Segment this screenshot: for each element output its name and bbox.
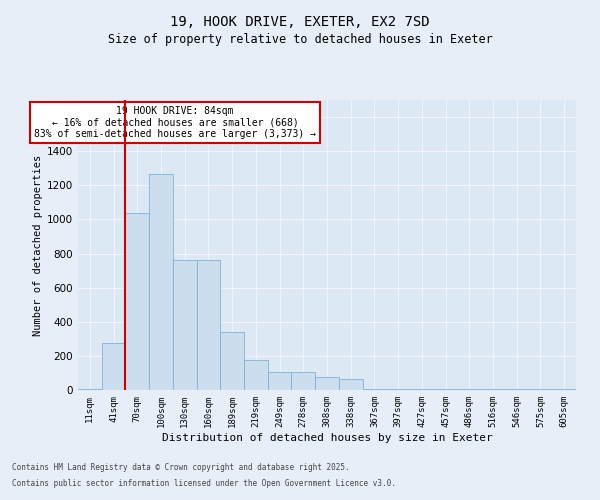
Bar [434,389,457,390]
Bar [339,379,362,390]
Bar [410,389,434,390]
Text: 19 HOOK DRIVE: 84sqm
← 16% of detached houses are smaller (668)
83% of semi-deta: 19 HOOK DRIVE: 84sqm ← 16% of detached h… [34,106,316,139]
Bar [386,389,410,390]
Bar [173,260,197,390]
Bar [268,372,292,390]
Bar [505,389,529,390]
Bar [552,389,576,390]
Text: Size of property relative to detached houses in Exeter: Size of property relative to detached ho… [107,32,493,46]
Bar [481,389,505,390]
Y-axis label: Number of detached properties: Number of detached properties [33,154,43,336]
Text: Contains public sector information licensed under the Open Government Licence v3: Contains public sector information licen… [12,478,396,488]
Bar [220,332,244,390]
X-axis label: Distribution of detached houses by size in Exeter: Distribution of detached houses by size … [161,432,493,442]
Bar [102,343,125,390]
Text: Contains HM Land Registry data © Crown copyright and database right 2025.: Contains HM Land Registry data © Crown c… [12,464,350,472]
Bar [197,260,220,390]
Bar [529,389,552,390]
Bar [315,377,339,390]
Text: 19, HOOK DRIVE, EXETER, EX2 7SD: 19, HOOK DRIVE, EXETER, EX2 7SD [170,15,430,29]
Bar [292,372,315,390]
Bar [362,389,386,390]
Bar [244,360,268,390]
Bar [78,389,102,390]
Bar [149,174,173,390]
Bar [457,389,481,390]
Bar [125,212,149,390]
